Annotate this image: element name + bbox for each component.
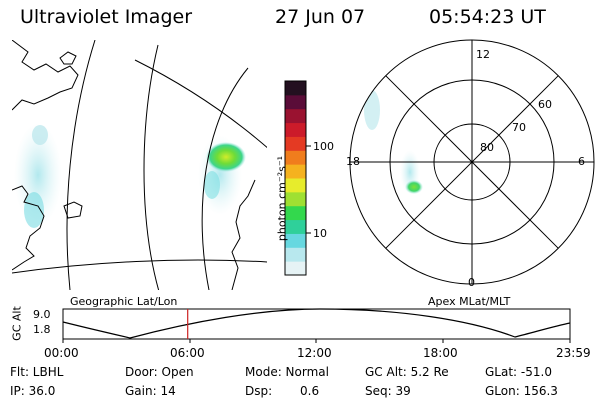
- colorbar-cell: [285, 247, 306, 262]
- colorbar-cell: [285, 261, 306, 276]
- x-tick-label: 18:00: [423, 346, 458, 360]
- seq-info: Seq: 39: [365, 384, 411, 398]
- colorbar-cell: [285, 164, 306, 179]
- coastline: [12, 40, 79, 111]
- x-tick-label: 23:59: [556, 346, 591, 360]
- altitude-timeline: [62, 308, 571, 343]
- colorbar-cell: [285, 150, 306, 165]
- colorbar: [284, 80, 311, 276]
- glat-info: GLat: -51.0: [485, 365, 552, 379]
- door-info: Door: Open: [125, 365, 194, 379]
- colorbar-cell: [285, 108, 306, 124]
- x-tick-label: 00:00: [44, 346, 79, 360]
- altitude-curve: [62, 308, 571, 339]
- colorbar-label: photon cm⁻²s⁻¹: [275, 155, 289, 242]
- colorbar-cell: [285, 81, 306, 96]
- mlt-label-dawn: 6: [578, 155, 585, 168]
- colorbar-cell: [285, 233, 306, 248]
- dsp-value: 0.6: [300, 384, 320, 398]
- emission-west-patch: [32, 125, 48, 145]
- mlt-label-dusk: 18: [346, 155, 360, 168]
- mode-info: Mode: Normal: [245, 365, 329, 379]
- gc-alt-info: GC Alt: 5.2 Re: [365, 365, 449, 379]
- x-tick-label: 12:00: [297, 346, 332, 360]
- island-outline: [63, 201, 83, 219]
- colorbar-cell: [285, 178, 306, 193]
- island-outline: [59, 51, 77, 65]
- x-tick-label: 06:00: [170, 346, 205, 360]
- colorbar-frame: [284, 80, 307, 276]
- latitude-line: [12, 259, 267, 274]
- colorbar-cell: [285, 205, 306, 221]
- colorbar-tick-label-10: 10: [313, 227, 327, 240]
- filter-info: Flt: LBHL: [10, 365, 64, 379]
- title: Ultraviolet Imager: [20, 6, 193, 28]
- emission-east-bright: [206, 142, 246, 172]
- latitude-line: [134, 59, 267, 149]
- left-panel-caption: Geographic Lat/Lon: [70, 295, 178, 308]
- mlat-label-80: 80: [480, 141, 494, 154]
- y-tick-label-high: 9.0: [33, 308, 51, 321]
- meridian-line: [66, 40, 96, 290]
- geographic-map: [12, 40, 267, 290]
- glon-info: GLon: 156.3: [485, 384, 558, 398]
- colorbar-cell: [285, 219, 306, 234]
- time: 05:54:23 UT: [429, 6, 546, 28]
- right-panel-caption: Apex MLat/MLT: [428, 295, 511, 308]
- colorbar-cell: [285, 136, 306, 151]
- emission-dusk-haze: [364, 90, 380, 130]
- dsp-label: Dsp:: [245, 384, 273, 398]
- gain-info: Gain: 14: [125, 384, 176, 398]
- colorbar-cell: [285, 94, 306, 110]
- timeline-frame: [62, 308, 571, 340]
- emission-dusk-bright: [405, 180, 423, 194]
- coastline: [12, 185, 45, 271]
- ip-info: IP: 36.0: [10, 384, 56, 398]
- meridian-line: [143, 44, 160, 290]
- date: 27 Jun 07: [275, 6, 366, 28]
- mlat-label-70: 70: [512, 121, 526, 134]
- polar-diagonal: [385, 75, 559, 249]
- colorbar-cell: [285, 191, 306, 207]
- polar-plot: [349, 39, 595, 285]
- y-tick-label-low: 1.8: [33, 323, 51, 336]
- mlat-label-60: 60: [538, 98, 552, 111]
- timeline-ylabel: GC Alt: [10, 306, 24, 341]
- emission-east-trail: [204, 171, 220, 199]
- emission-west-core: [24, 192, 44, 228]
- meridian-line: [201, 67, 249, 290]
- colorbar-cell: [285, 122, 306, 137]
- coastline: [231, 179, 256, 290]
- mlt-label-noon: 12: [476, 48, 490, 61]
- colorbar-tick-label-100: 100: [313, 140, 334, 153]
- mlt-label-midnight: 0: [468, 276, 475, 289]
